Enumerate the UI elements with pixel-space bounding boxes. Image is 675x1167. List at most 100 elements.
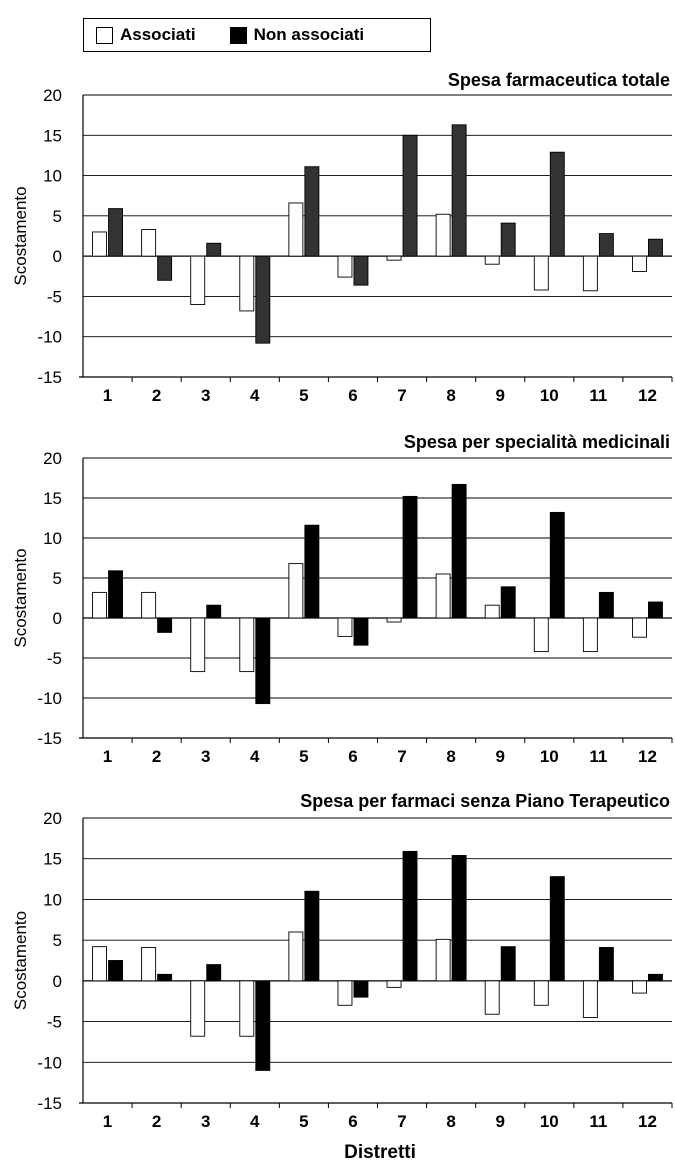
x-tick-label: 12 — [638, 747, 657, 766]
bar-associated — [337, 255, 353, 278]
bar-non-associated — [206, 242, 222, 257]
y-tick-label: 15 — [43, 126, 62, 145]
bar-associated — [533, 980, 549, 1006]
y-tick-label: -10 — [37, 1053, 62, 1072]
x-tick-label: 9 — [495, 747, 504, 766]
bar-non-associated — [255, 255, 271, 344]
bar-non-associated — [108, 960, 123, 982]
y-tick-label: 5 — [53, 931, 62, 950]
bar-non-associated — [157, 617, 173, 633]
bar-non-associated — [304, 524, 320, 619]
legend-swatch-associated — [96, 26, 113, 44]
bar-non-associated — [157, 973, 173, 982]
bar-non-associated — [451, 124, 467, 257]
bar-associated — [190, 617, 206, 673]
y-tick-label: -5 — [47, 1013, 62, 1032]
x-tick-label: 12 — [638, 386, 657, 405]
y-axis-label: Scostamento — [11, 911, 30, 1010]
bar-non-associated — [500, 946, 516, 982]
bar-associated — [533, 617, 549, 653]
bar-non-associated — [598, 233, 614, 257]
bar-associated — [92, 591, 107, 619]
bar-associated — [632, 617, 647, 638]
legend-label-non-associated: Non associati — [253, 25, 365, 44]
bar-associated — [337, 980, 353, 1006]
bar-non-associated — [108, 570, 123, 619]
y-tick-label: 15 — [43, 489, 62, 508]
bar-associated — [484, 980, 500, 1015]
y-tick-label: -15 — [37, 729, 62, 748]
x-tick-label: 5 — [299, 386, 308, 405]
y-tick-label: 5 — [53, 207, 62, 226]
bar-associated — [239, 980, 255, 1037]
y-tick-label: -10 — [37, 689, 62, 708]
bar-associated — [582, 617, 598, 653]
bar-non-associated — [500, 222, 516, 257]
bar-non-associated — [500, 586, 516, 619]
y-tick-label: -5 — [47, 287, 62, 306]
bar-non-associated — [157, 255, 173, 281]
y-tick-label: -5 — [47, 649, 62, 668]
bar-non-associated — [255, 980, 271, 1071]
x-tick-label: 10 — [540, 386, 559, 405]
x-axis-title: Distretti — [344, 1142, 416, 1163]
bar-associated — [239, 255, 255, 312]
x-tick-label: 2 — [152, 1112, 161, 1131]
bar-associated — [190, 255, 206, 305]
y-axis-label: Scostamento — [11, 186, 30, 285]
y-tick-label: -15 — [37, 368, 62, 387]
x-tick-label: 1 — [103, 1112, 112, 1131]
bar-associated — [288, 931, 304, 982]
x-tick-label: 8 — [446, 386, 455, 405]
bar-non-associated — [648, 973, 663, 982]
bar-associated — [632, 255, 647, 272]
bar-associated — [288, 202, 304, 257]
y-tick-label: 0 — [53, 972, 62, 991]
bar-non-associated — [549, 511, 565, 619]
x-tick-label: 11 — [589, 386, 607, 405]
x-tick-label: 4 — [250, 1112, 260, 1131]
x-tick-label: 9 — [495, 386, 504, 405]
bar-associated — [386, 255, 402, 261]
bar-associated — [386, 980, 402, 988]
bar-associated — [92, 231, 107, 257]
bar-associated — [190, 980, 206, 1037]
x-tick-label: 8 — [446, 747, 455, 766]
x-tick-label: 7 — [397, 747, 406, 766]
bar-associated — [484, 604, 500, 619]
chart-title: Spesa per farmaci senza Piano Terapeutic… — [300, 791, 670, 811]
x-tick-label: 9 — [495, 1112, 504, 1131]
bar-non-associated — [304, 166, 320, 257]
bar-associated — [632, 980, 647, 994]
y-tick-label: -10 — [37, 328, 62, 347]
bar-associated — [435, 938, 451, 982]
bar-associated — [141, 947, 157, 982]
bar-non-associated — [402, 495, 418, 619]
x-tick-label: 4 — [250, 747, 260, 766]
bar-non-associated — [304, 890, 320, 982]
legend-item-associated: Associati — [96, 25, 196, 45]
x-tick-label: 7 — [397, 386, 406, 405]
x-tick-label: 1 — [103, 386, 112, 405]
bar-non-associated — [549, 151, 565, 257]
y-tick-label: 15 — [43, 850, 62, 869]
x-tick-label: 2 — [152, 747, 161, 766]
bar-non-associated — [451, 483, 467, 619]
chart-legend: Associati Non associati — [83, 18, 431, 52]
x-tick-label: 8 — [446, 1112, 455, 1131]
bar-non-associated — [353, 980, 369, 998]
bar-non-associated — [206, 964, 222, 982]
y-tick-label: 5 — [53, 569, 62, 588]
x-tick-label: 11 — [589, 1112, 607, 1131]
bar-non-associated — [353, 255, 369, 286]
y-tick-label: 0 — [53, 247, 62, 266]
bar-associated — [582, 980, 598, 1018]
bar-associated — [141, 229, 157, 257]
x-tick-label: 1 — [103, 747, 112, 766]
bar-non-associated — [549, 876, 565, 982]
x-tick-label: 10 — [540, 1112, 559, 1131]
x-tick-label: 2 — [152, 386, 161, 405]
bar-non-associated — [108, 208, 123, 257]
bar-non-associated — [206, 604, 222, 619]
x-tick-label: 6 — [348, 1112, 357, 1131]
